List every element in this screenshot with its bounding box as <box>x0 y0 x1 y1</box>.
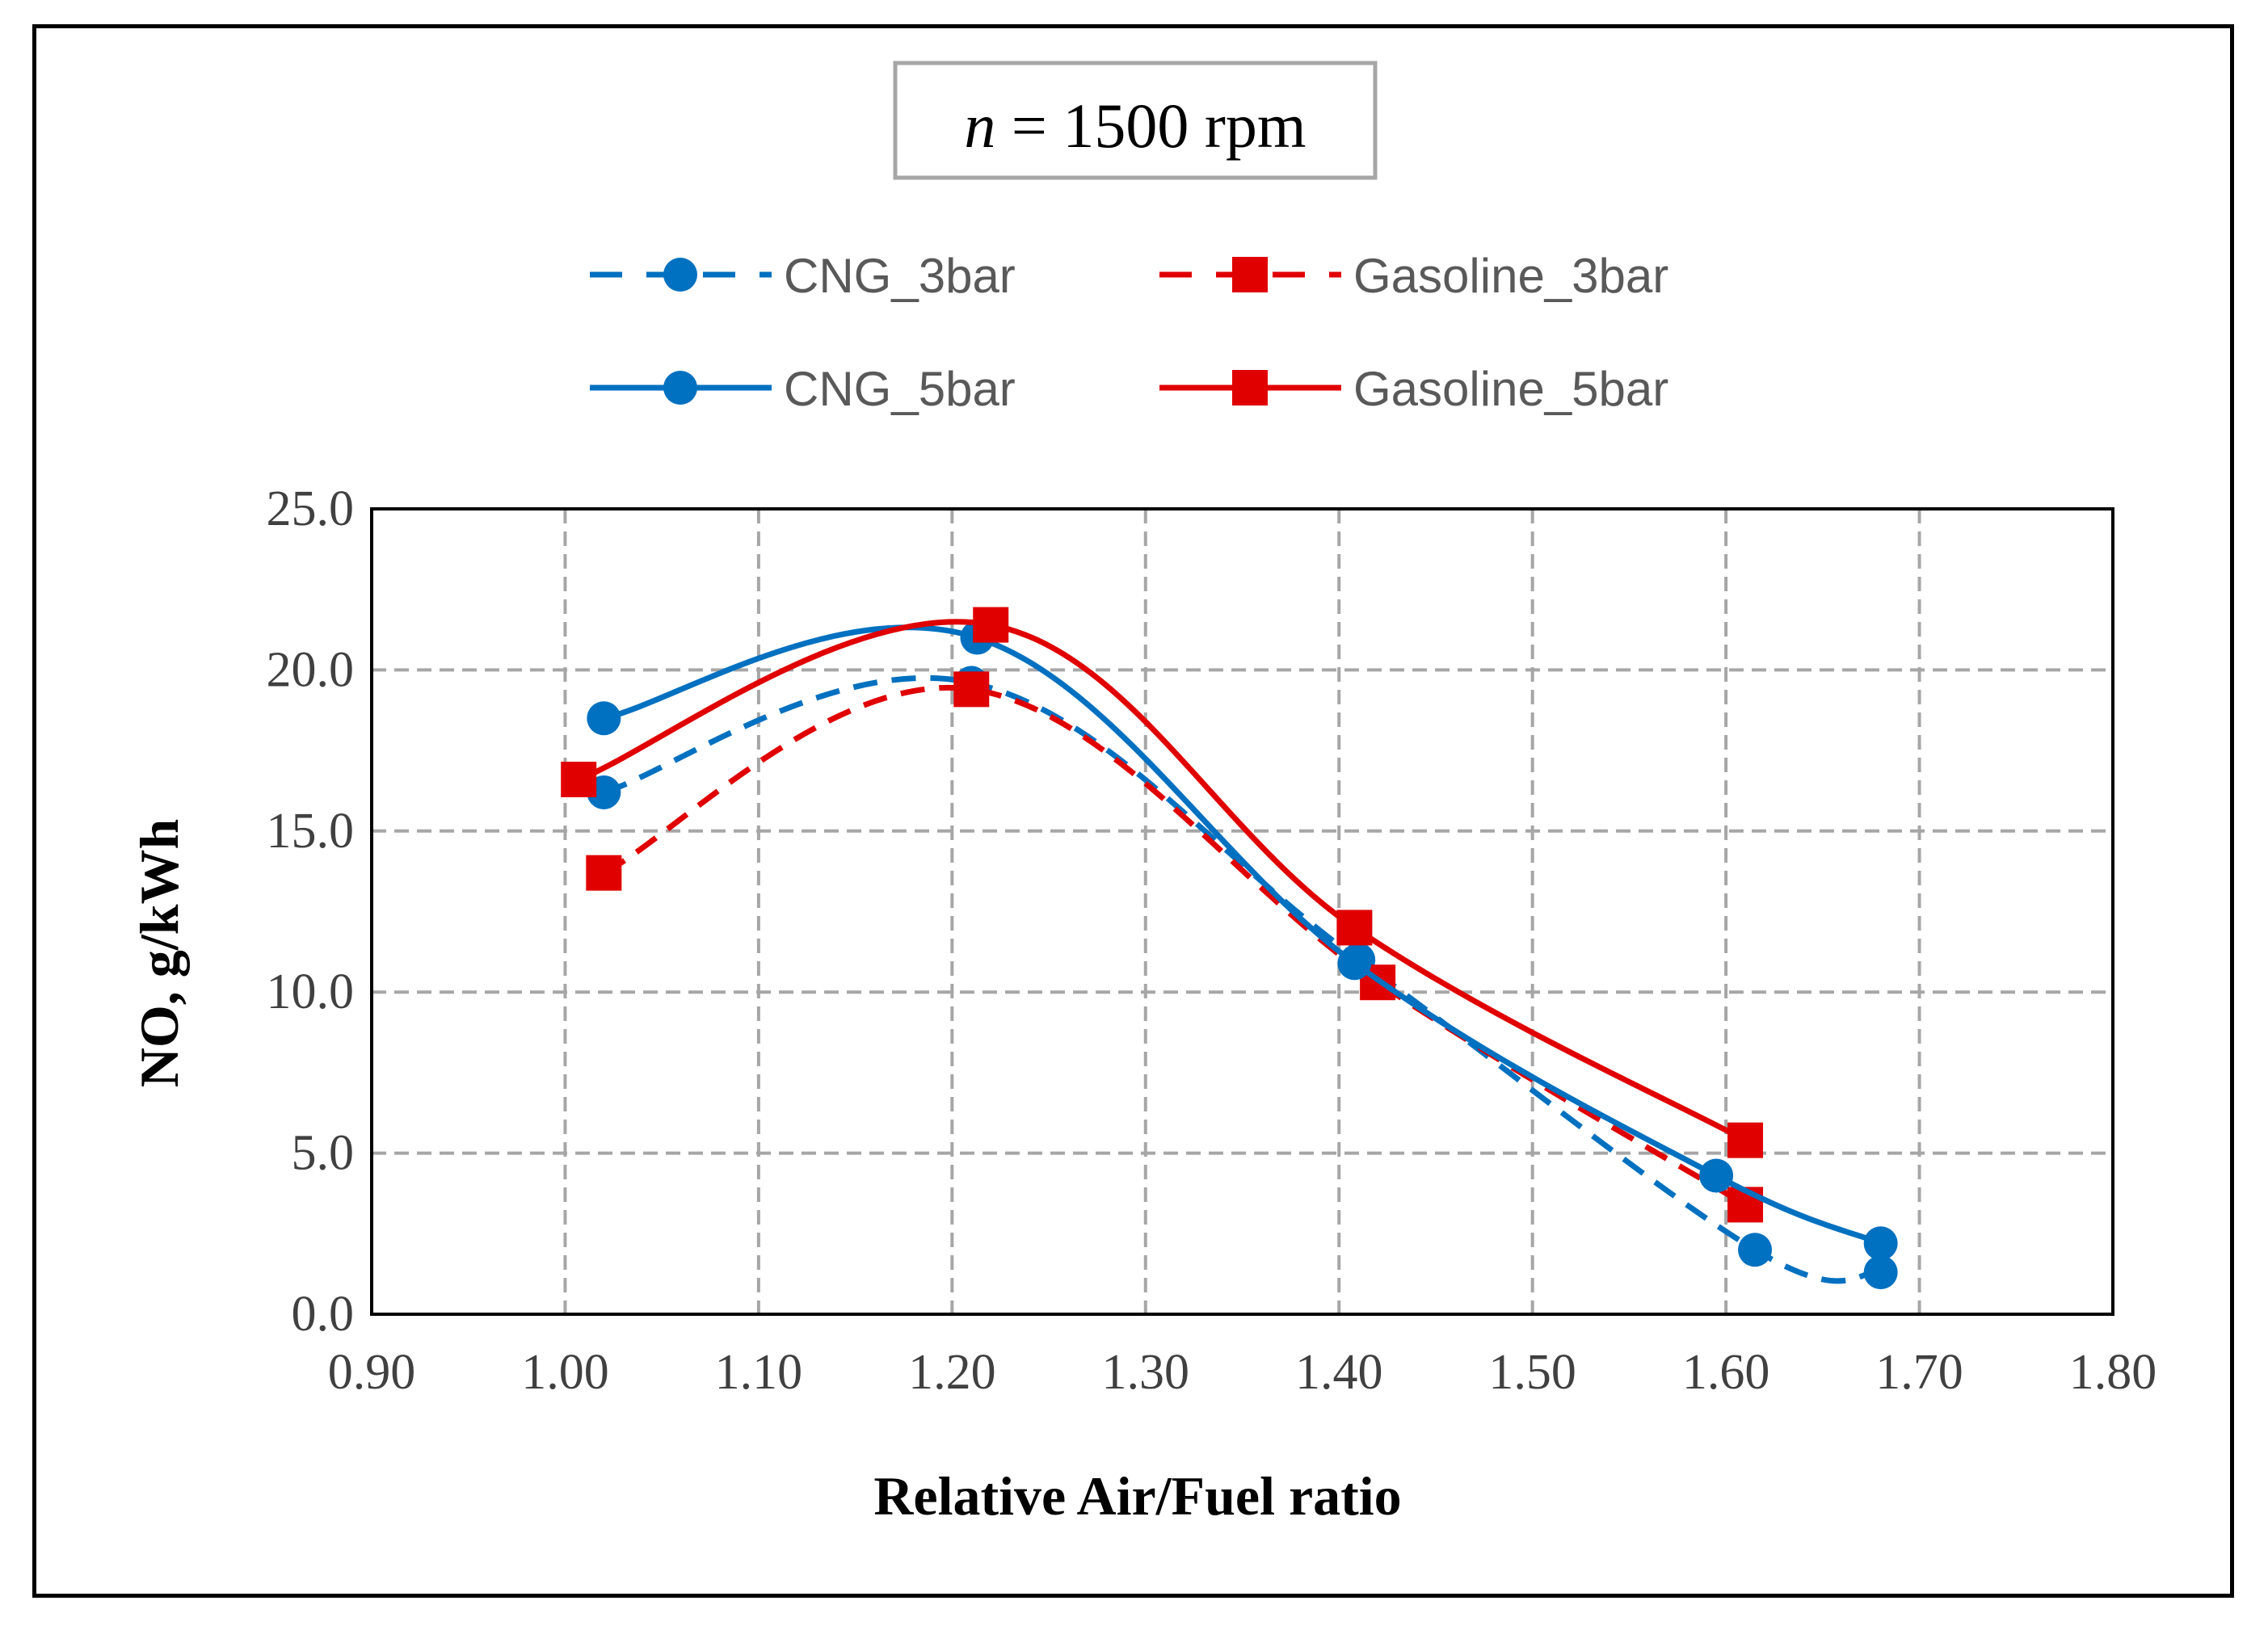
x-tick-label: 1.60 <box>1682 1345 1770 1400</box>
y-tick-label: 0.0 <box>292 1287 355 1342</box>
x-tick-label: 1.30 <box>1102 1345 1190 1400</box>
chart-title-box <box>893 61 1378 180</box>
legend-label: Gasoline_3bar <box>1353 249 1668 303</box>
x-tick-label: 1.10 <box>715 1345 803 1400</box>
series-Gasoline_3bar <box>586 671 1764 1223</box>
legend-label: CNG_5bar <box>784 362 1016 416</box>
data-point <box>1863 1226 1898 1261</box>
x-tick-label: 1.40 <box>1295 1345 1383 1400</box>
data-point <box>1863 1255 1898 1290</box>
series-layer <box>561 607 1898 1290</box>
legend-item-CNG_5bar: CNG_5bar <box>590 362 1016 416</box>
data-point <box>1727 1122 1764 1158</box>
y-tick-label: 15.0 <box>267 804 355 859</box>
legend-marker <box>663 371 697 405</box>
y-tick-label: 5.0 <box>292 1126 355 1181</box>
x-tick-label: 1.80 <box>2069 1345 2157 1400</box>
x-tick-label: 1.20 <box>908 1345 996 1400</box>
data-point <box>973 607 1009 643</box>
series-line <box>603 675 1882 1284</box>
legend-marker <box>1232 370 1268 405</box>
grid <box>372 509 2113 1314</box>
x-tick-label: 0.90 <box>328 1345 416 1400</box>
legend-marker <box>1232 257 1268 292</box>
axes <box>370 507 2114 1316</box>
data-point <box>586 855 622 891</box>
legend-item-Gasoline_3bar: Gasoline_3bar <box>1159 249 1668 303</box>
series-CNG_3bar <box>587 666 1898 1290</box>
series-line <box>577 619 1747 1143</box>
chart-title-var: n <box>964 90 995 161</box>
series-line <box>603 624 1883 1246</box>
x-axis-label: Relative Air/Fuel ratio <box>873 1465 1401 1527</box>
chart-frame <box>32 24 2234 1598</box>
data-point <box>561 761 597 797</box>
legend: CNG_3bar Gasoline_3bar CNG_5bar Gasoline_5b… <box>590 249 1668 416</box>
y-axis-label: NO, g/kWh <box>128 819 190 1088</box>
legend-marker <box>663 258 697 292</box>
data-point <box>1738 1233 1773 1267</box>
legend-label: CNG_3bar <box>784 249 1016 303</box>
chart-title-rest: = 1500 rpm <box>995 90 1306 161</box>
y-tick-label: 25.0 <box>267 481 355 536</box>
legend-item-CNG_3bar: CNG_3bar <box>590 249 1016 303</box>
data-point <box>1336 910 1373 946</box>
legend-label: Gasoline_5bar <box>1353 362 1668 416</box>
y-tick-label: 20.0 <box>267 642 355 697</box>
x-tick-label: 1.50 <box>1488 1345 1576 1400</box>
chart-title: n = 1500 rpm <box>964 90 1306 161</box>
y-tick-label: 10.0 <box>267 964 355 1019</box>
legend-item-Gasoline_5bar: Gasoline_5bar <box>1159 362 1668 416</box>
data-point <box>587 701 621 736</box>
data-point <box>1337 946 1372 981</box>
x-tick-label: 1.00 <box>521 1345 609 1400</box>
series-CNG_5bar <box>587 620 1898 1261</box>
data-point <box>953 671 990 708</box>
x-tick-label: 1.70 <box>1875 1345 1963 1400</box>
tick-labels: 0.90 1.00 1.10 1.20 1.30 1.40 1.50 1.60 1.70 1.80… <box>267 481 2157 1400</box>
plot-area-border <box>370 507 2114 1316</box>
data-point <box>1699 1158 1734 1193</box>
series-line <box>602 684 1747 1208</box>
series-Gasoline_5bar <box>561 607 1764 1158</box>
